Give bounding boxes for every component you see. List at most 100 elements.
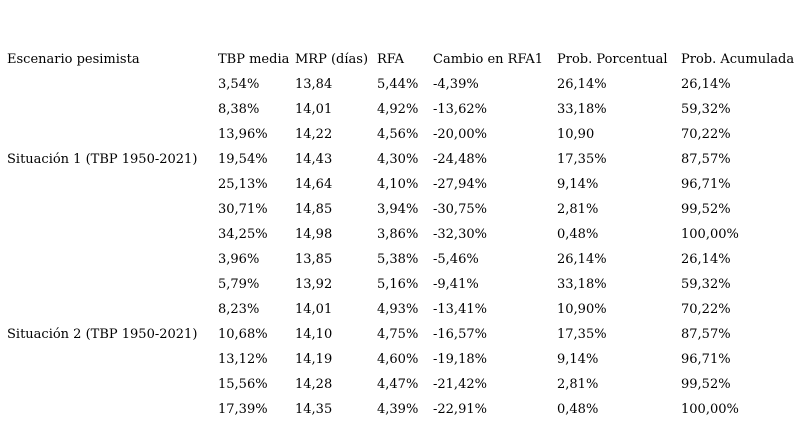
row-label-cell <box>7 222 218 247</box>
table-row: 25,13% 14,64 4,10% -27,94% 9,14% 96,71% <box>7 172 809 197</box>
value-cell: 14,28 <box>295 377 333 392</box>
table-body: 3,54% 13,84 5,44% -4,39% 26,14% 26,14% 8,38% 14… <box>7 72 809 422</box>
value-cell: 96,71% <box>681 352 731 367</box>
value-cell: 33,18% <box>557 102 607 117</box>
table-row: Situación 2 (TBP 1950-2021) 10,68% 14,10 4,… <box>7 322 809 347</box>
row-label-cell: Situación 2 (TBP 1950-2021) <box>7 327 198 342</box>
table-row: 30,71% 14,85 3,94% -30,75% 2,81% 99,52% <box>7 197 809 222</box>
row-label-cell <box>7 347 218 372</box>
row-label-cell <box>7 247 218 272</box>
value-cell: 17,35% <box>557 327 607 342</box>
value-cell: -13,41% <box>433 302 487 317</box>
value-cell: 0,48% <box>557 402 599 417</box>
value-cell: 13,12% <box>218 352 268 367</box>
value-cell: -22,91% <box>433 402 487 417</box>
column-header: Escenario pesimista <box>7 52 140 67</box>
row-label-cell: Situación 1 (TBP 1950-2021) <box>7 152 198 167</box>
value-cell: -4,39% <box>433 77 479 92</box>
value-cell: 5,44% <box>377 77 419 92</box>
row-label-cell <box>7 372 218 397</box>
row-label-cell <box>7 297 218 322</box>
value-cell: -13,62% <box>433 102 487 117</box>
table-header-row: Escenario pesimista TBP media MRP (días) RF… <box>7 47 809 72</box>
row-label-cell <box>7 97 218 122</box>
value-cell: 10,90% <box>557 302 607 317</box>
table-row: 5,79% 13,92 5,16% -9,41% 33,18% 59,32% <box>7 272 809 297</box>
value-cell: 14,85 <box>295 202 333 217</box>
table-row: 13,96% 14,22 4,56% -20,00% 10,90 70,22% <box>7 122 809 147</box>
value-cell: 4,47% <box>377 377 419 392</box>
value-cell: -32,30% <box>433 227 487 242</box>
column-header: Prob. Acumulada <box>681 52 795 67</box>
value-cell: 30,71% <box>218 202 268 217</box>
value-cell: 33,18% <box>557 277 607 292</box>
value-cell: 19,54% <box>218 152 268 167</box>
value-cell: 59,32% <box>681 277 731 292</box>
value-cell: 14,35 <box>295 402 333 417</box>
row-label-cell <box>7 272 218 297</box>
value-cell: 15,56% <box>218 377 268 392</box>
value-cell: 14,19 <box>295 352 333 367</box>
value-cell: 59,32% <box>681 102 731 117</box>
value-cell: -9,41% <box>433 277 479 292</box>
value-cell: 10,68% <box>218 327 268 342</box>
value-cell: 0,48% <box>557 227 599 242</box>
row-label-cell <box>7 122 218 147</box>
value-cell: 3,86% <box>377 227 419 242</box>
value-cell: 13,96% <box>218 127 268 142</box>
table-row: 8,38% 14,01 4,92% -13,62% 33,18% 59,32% <box>7 97 809 122</box>
value-cell: 4,56% <box>377 127 419 142</box>
value-cell: 14,01 <box>295 102 333 117</box>
value-cell: 100,00% <box>681 402 739 417</box>
value-cell: 4,92% <box>377 102 419 117</box>
table-row: 3,96% 13,85 5,38% -5,46% 26,14% 26,14% <box>7 247 809 272</box>
table-row: 17,39% 14,35 4,39% -22,91% 0,48% 100,00% <box>7 397 809 422</box>
value-cell: 14,98 <box>295 227 333 242</box>
value-cell: 17,35% <box>557 152 607 167</box>
value-cell: 4,30% <box>377 152 419 167</box>
value-cell: -5,46% <box>433 252 479 267</box>
value-cell: 87,57% <box>681 327 731 342</box>
value-cell: 2,81% <box>557 202 599 217</box>
value-cell: 9,14% <box>557 177 599 192</box>
row-label-cell <box>7 172 218 197</box>
value-cell: 34,25% <box>218 227 268 242</box>
value-cell: 26,14% <box>557 77 607 92</box>
value-cell: 100,00% <box>681 227 739 242</box>
value-cell: 8,23% <box>218 302 260 317</box>
value-cell: 87,57% <box>681 152 731 167</box>
value-cell: -20,00% <box>433 127 487 142</box>
value-cell: 96,71% <box>681 177 731 192</box>
value-cell: 5,79% <box>218 277 260 292</box>
value-cell: 4,75% <box>377 327 419 342</box>
value-cell: 14,43 <box>295 152 333 167</box>
value-cell: 4,60% <box>377 352 419 367</box>
row-label-cell <box>7 72 218 97</box>
row-label-cell <box>7 397 218 422</box>
value-cell: -16,57% <box>433 327 487 342</box>
value-cell: 8,38% <box>218 102 260 117</box>
pessimistic-scenario-table: Escenario pesimista TBP media MRP (días) RF… <box>7 47 809 422</box>
value-cell: 3,94% <box>377 202 419 217</box>
value-cell: 10,90 <box>557 127 595 142</box>
table-row: Situación 1 (TBP 1950-2021) 19,54% 14,43 4,… <box>7 147 809 172</box>
value-cell: 13,84 <box>295 77 333 92</box>
row-label-cell <box>7 197 218 222</box>
column-header: Cambio en RFA1 <box>433 52 543 67</box>
value-cell: 14,10 <box>295 327 333 342</box>
value-cell: 13,85 <box>295 252 333 267</box>
table-row: 13,12% 14,19 4,60% -19,18% 9,14% 96,71% <box>7 347 809 372</box>
value-cell: 3,54% <box>218 77 260 92</box>
column-header: RFA <box>377 52 405 67</box>
value-cell: 99,52% <box>681 377 731 392</box>
column-header: MRP (días) <box>295 52 369 67</box>
value-cell: -21,42% <box>433 377 487 392</box>
value-cell: -27,94% <box>433 177 487 192</box>
value-cell: 5,38% <box>377 252 419 267</box>
value-cell: 14,22 <box>295 127 333 142</box>
value-cell: 13,92 <box>295 277 333 292</box>
table-row: 15,56% 14,28 4,47% -21,42% 2,81% 99,52% <box>7 372 809 397</box>
value-cell: 4,39% <box>377 402 419 417</box>
value-cell: 99,52% <box>681 202 731 217</box>
